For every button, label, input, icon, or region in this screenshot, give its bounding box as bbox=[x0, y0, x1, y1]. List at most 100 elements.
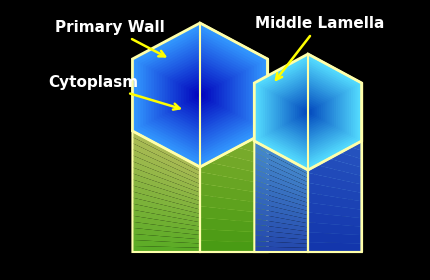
Polygon shape bbox=[282, 84, 334, 140]
Polygon shape bbox=[254, 202, 308, 219]
Polygon shape bbox=[308, 169, 362, 195]
Polygon shape bbox=[308, 143, 362, 167]
Polygon shape bbox=[189, 83, 211, 106]
Polygon shape bbox=[254, 141, 308, 174]
Polygon shape bbox=[267, 68, 349, 156]
Polygon shape bbox=[278, 80, 338, 144]
Polygon shape bbox=[132, 198, 200, 218]
Polygon shape bbox=[132, 185, 200, 209]
Polygon shape bbox=[308, 235, 362, 244]
Polygon shape bbox=[308, 241, 362, 248]
Polygon shape bbox=[308, 183, 362, 201]
Polygon shape bbox=[200, 69, 267, 107]
Polygon shape bbox=[200, 137, 267, 165]
Polygon shape bbox=[200, 228, 267, 239]
Polygon shape bbox=[254, 230, 308, 240]
Polygon shape bbox=[254, 146, 308, 178]
Polygon shape bbox=[308, 213, 362, 227]
Polygon shape bbox=[271, 73, 344, 151]
Polygon shape bbox=[200, 80, 267, 117]
Polygon shape bbox=[254, 235, 308, 244]
Polygon shape bbox=[308, 173, 362, 193]
Polygon shape bbox=[200, 218, 267, 233]
Polygon shape bbox=[308, 202, 362, 218]
Polygon shape bbox=[162, 55, 238, 135]
Polygon shape bbox=[200, 160, 267, 185]
Polygon shape bbox=[135, 26, 265, 164]
Polygon shape bbox=[269, 70, 347, 154]
Polygon shape bbox=[254, 152, 308, 182]
Polygon shape bbox=[132, 246, 200, 252]
Polygon shape bbox=[132, 192, 200, 214]
Polygon shape bbox=[151, 43, 249, 147]
Polygon shape bbox=[254, 213, 308, 227]
Polygon shape bbox=[273, 75, 342, 149]
Polygon shape bbox=[132, 234, 200, 244]
Polygon shape bbox=[200, 222, 267, 235]
Polygon shape bbox=[200, 57, 267, 98]
Polygon shape bbox=[254, 174, 308, 199]
Polygon shape bbox=[261, 61, 355, 163]
Polygon shape bbox=[263, 63, 353, 161]
Polygon shape bbox=[200, 131, 267, 171]
Polygon shape bbox=[308, 123, 362, 151]
Polygon shape bbox=[200, 185, 267, 209]
Polygon shape bbox=[308, 94, 362, 125]
Polygon shape bbox=[197, 92, 203, 98]
Text: Cytoplasm: Cytoplasm bbox=[48, 75, 180, 109]
Polygon shape bbox=[308, 74, 362, 108]
Polygon shape bbox=[132, 173, 200, 201]
Polygon shape bbox=[265, 66, 351, 158]
Polygon shape bbox=[306, 110, 310, 114]
Polygon shape bbox=[132, 240, 200, 248]
Polygon shape bbox=[308, 84, 362, 117]
Polygon shape bbox=[200, 198, 267, 218]
Polygon shape bbox=[308, 207, 362, 223]
Polygon shape bbox=[200, 143, 267, 180]
Polygon shape bbox=[284, 87, 332, 137]
Polygon shape bbox=[254, 191, 308, 211]
Polygon shape bbox=[308, 230, 362, 240]
Polygon shape bbox=[301, 105, 314, 119]
Polygon shape bbox=[308, 246, 362, 252]
Polygon shape bbox=[258, 59, 357, 165]
Polygon shape bbox=[254, 180, 308, 203]
Polygon shape bbox=[200, 246, 267, 252]
Polygon shape bbox=[200, 126, 267, 155]
Polygon shape bbox=[308, 180, 362, 203]
Polygon shape bbox=[200, 206, 267, 223]
Polygon shape bbox=[254, 224, 308, 235]
Polygon shape bbox=[192, 86, 208, 104]
Polygon shape bbox=[157, 49, 243, 141]
Polygon shape bbox=[308, 197, 362, 215]
Polygon shape bbox=[132, 204, 200, 222]
Polygon shape bbox=[308, 224, 362, 235]
Polygon shape bbox=[308, 232, 362, 244]
Polygon shape bbox=[308, 104, 362, 134]
Polygon shape bbox=[200, 137, 267, 176]
Polygon shape bbox=[165, 58, 235, 132]
Polygon shape bbox=[132, 155, 200, 188]
Polygon shape bbox=[200, 173, 267, 201]
Polygon shape bbox=[308, 174, 362, 199]
Polygon shape bbox=[254, 207, 308, 223]
Polygon shape bbox=[308, 64, 362, 100]
Text: Primary Wall: Primary Wall bbox=[55, 20, 165, 56]
Polygon shape bbox=[132, 137, 200, 176]
Polygon shape bbox=[132, 23, 267, 167]
Polygon shape bbox=[254, 246, 308, 252]
Polygon shape bbox=[146, 38, 254, 153]
Polygon shape bbox=[308, 193, 362, 210]
Polygon shape bbox=[286, 89, 329, 135]
Polygon shape bbox=[200, 241, 267, 252]
Polygon shape bbox=[308, 222, 362, 235]
Polygon shape bbox=[291, 94, 325, 130]
Polygon shape bbox=[200, 210, 267, 227]
Polygon shape bbox=[308, 133, 362, 159]
Polygon shape bbox=[289, 91, 327, 133]
Polygon shape bbox=[308, 163, 362, 190]
Polygon shape bbox=[308, 54, 362, 92]
Polygon shape bbox=[254, 158, 308, 186]
Polygon shape bbox=[132, 23, 267, 167]
Polygon shape bbox=[184, 78, 216, 112]
